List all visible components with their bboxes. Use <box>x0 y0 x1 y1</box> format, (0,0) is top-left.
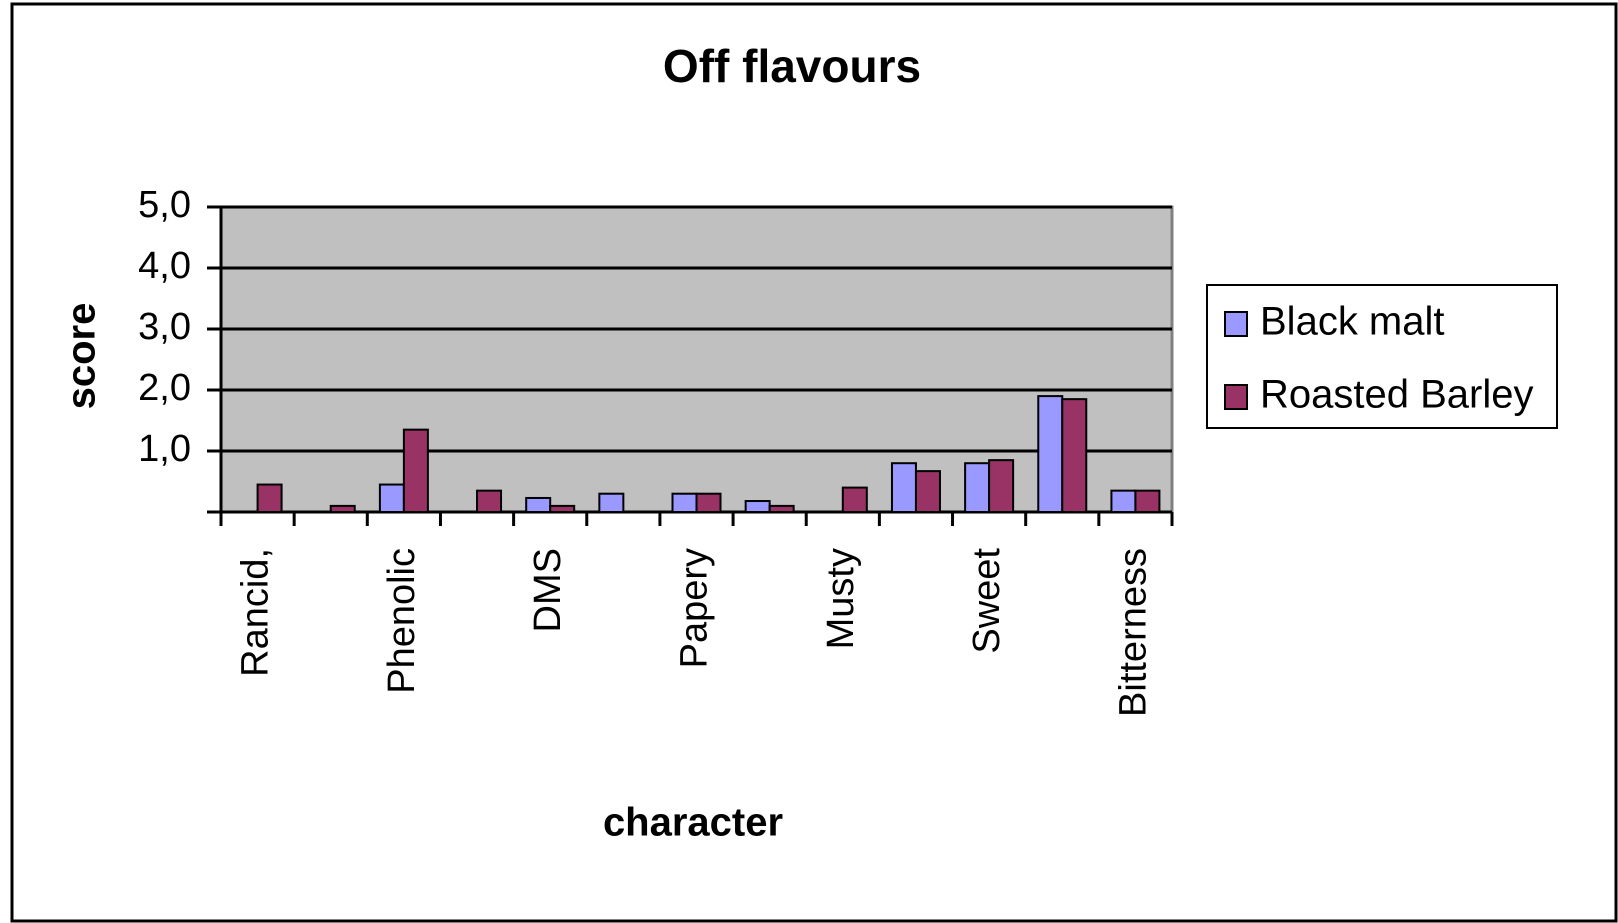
bar <box>988 459 1015 513</box>
legend-label: Black malt <box>1260 300 1445 344</box>
bar <box>1110 489 1137 513</box>
bar <box>744 500 771 513</box>
bar <box>598 492 625 514</box>
bar <box>695 492 722 514</box>
x-tick-label: Sweet <box>966 548 1008 654</box>
bar <box>402 428 429 513</box>
x-tick-label: Rancid, <box>235 548 277 677</box>
x-tick-label: Musty <box>820 548 862 649</box>
bar <box>525 496 552 514</box>
bar <box>841 486 868 514</box>
bar <box>378 483 405 513</box>
x-tick-label: Papery <box>674 548 716 668</box>
bar <box>914 470 941 514</box>
legend-swatch <box>1224 311 1248 337</box>
chart-title: Off flavours <box>663 40 921 92</box>
x-tick-label: Bitterness <box>1112 548 1154 717</box>
x-tick-label: DMS <box>527 548 569 632</box>
x-axis-label: character <box>603 801 783 845</box>
y-axis-label: score <box>60 303 104 410</box>
bar <box>1037 395 1064 514</box>
y-tick-label: 1,0 <box>138 428 191 470</box>
legend-label: Roasted Barley <box>1260 373 1533 417</box>
legend <box>1206 284 1558 429</box>
bar <box>890 462 917 514</box>
y-tick-label: 3,0 <box>138 306 191 348</box>
bar <box>1134 489 1161 513</box>
y-tick-label: 2,0 <box>138 367 191 409</box>
legend-swatch <box>1224 384 1248 410</box>
bar <box>768 504 795 513</box>
plot-area <box>219 205 1174 514</box>
bar <box>329 504 356 513</box>
bar <box>476 489 503 513</box>
bar <box>964 462 991 514</box>
y-tick-label: 5,0 <box>138 184 191 226</box>
bar <box>671 492 698 514</box>
bar <box>549 504 576 513</box>
bar <box>1061 398 1088 513</box>
x-tick-label: Phenolic <box>381 548 423 694</box>
bar <box>256 483 283 513</box>
y-tick-label: 4,0 <box>138 245 191 287</box>
